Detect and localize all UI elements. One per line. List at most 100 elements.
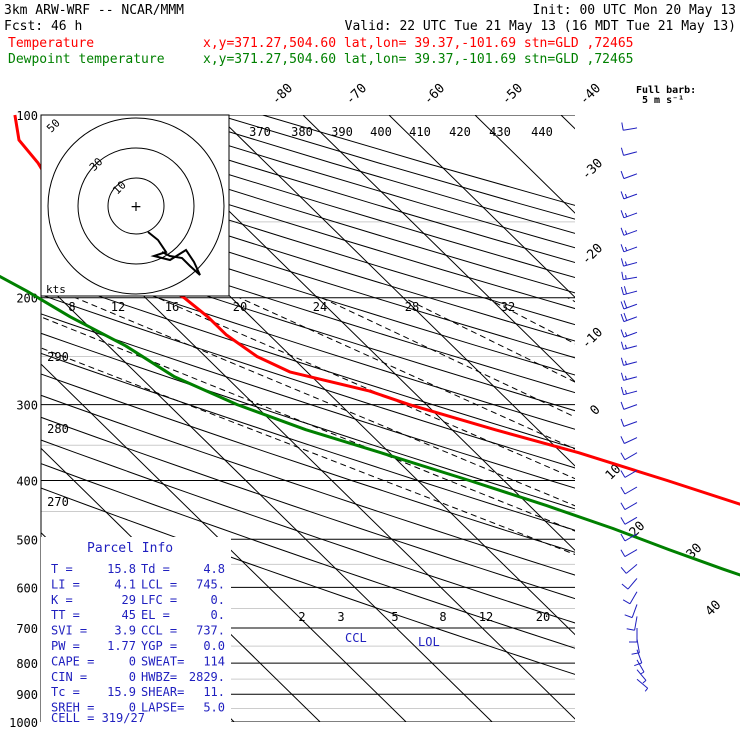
parcel-row-cell: 4.1 <box>114 577 136 591</box>
wind-barb-staff <box>624 437 638 444</box>
pressure-label-300: 300 <box>16 399 38 413</box>
theta-label-420: 420 <box>449 125 471 139</box>
wind-barb-staff <box>623 376 638 381</box>
wind-barb-flag <box>624 212 628 217</box>
wind-barb-flag <box>620 301 625 310</box>
lcl-marker: LOL <box>418 635 440 649</box>
wind-barb-staff <box>623 316 638 323</box>
wind-barb <box>620 452 638 461</box>
parcel-row-cell: 114 <box>203 654 225 668</box>
wind-barb-staff <box>629 591 638 605</box>
parcel-row-cell: 15.8 <box>107 562 136 576</box>
parcel-row-cell: 4.8 <box>203 562 225 576</box>
wind-barb <box>620 469 638 478</box>
wind-barb-flag <box>620 170 625 179</box>
isotherm <box>388 115 575 299</box>
wind-barb-staff <box>623 276 638 281</box>
speed-tick-8: 8 <box>68 300 75 314</box>
wind-barb <box>620 533 638 542</box>
wind-barb-staff <box>636 669 647 681</box>
wind-barb-staff <box>624 469 638 478</box>
pressure-label-900: 900 <box>16 688 38 702</box>
dry-adiabat <box>41 294 575 469</box>
wind-barb <box>636 669 647 684</box>
dry-adiabat <box>262 115 575 206</box>
hodograph: + 50 30 10 kts <box>40 114 230 297</box>
mixing-ratio-3: 3 <box>337 610 344 624</box>
isotherm-label: -80 <box>269 81 296 108</box>
wind-barb <box>620 147 638 156</box>
moist-adiabat <box>75 297 575 507</box>
parcel-row-cell: LCL = <box>141 577 177 591</box>
moist-adiabat <box>403 297 575 383</box>
wind-barb <box>620 286 638 296</box>
wind-barb-flag <box>624 230 628 235</box>
dewpoint-profile <box>0 274 740 577</box>
isotherm <box>474 115 575 214</box>
wind-barb-staff <box>623 151 638 156</box>
parcel-row-cell: 745. <box>196 577 225 591</box>
wind-barb-staff <box>625 564 638 574</box>
mixing-ratio-labels: 2 3 5 8 12 20 <box>298 610 550 624</box>
parcel-row-cell: SWEAT= <box>141 654 184 668</box>
theta-label-400: 400 <box>370 125 392 139</box>
parcel-row-cell: HWBZ= <box>141 670 177 684</box>
speed-tick-16: 16 <box>165 300 179 314</box>
wind-barb-flag <box>624 246 628 251</box>
wind-barb-flag <box>620 470 626 478</box>
wind-barb <box>620 486 638 495</box>
parcel-row-cell: Tc = <box>51 685 80 699</box>
wind-barb-flag <box>624 614 633 619</box>
theta-label-440: 440 <box>531 125 553 139</box>
dry-adiabat <box>41 240 575 412</box>
wind-barb-staff <box>623 193 638 200</box>
wind-barb-flag <box>624 332 628 337</box>
wind-barb-flag <box>620 517 626 525</box>
wind-barb-flag <box>644 687 649 692</box>
isotherm-label: -70 <box>343 81 370 108</box>
wind-barb <box>620 372 638 381</box>
wind-barb <box>620 516 638 525</box>
wind-barb-staff <box>623 421 638 427</box>
theta-label-430: 430 <box>489 125 511 139</box>
isotherm-label: -60 <box>421 81 448 108</box>
mixing-ratio-5: 5 <box>391 610 398 624</box>
parcel-row-cell: CCL = <box>141 624 177 638</box>
parcel-row-cell: 0.0 <box>203 639 225 653</box>
moist-adiabat <box>157 297 575 480</box>
wind-barb-staff <box>624 533 638 542</box>
wind-barb-flag <box>622 599 631 605</box>
wind-barb-staff <box>624 549 638 558</box>
wind-barb <box>636 659 645 675</box>
parcel-row-cell: 11. <box>203 685 225 699</box>
wind-barb <box>620 502 638 511</box>
temperature-station-info: x,y=371.27,504.60 lat,lon= 39.37,-101.69… <box>203 36 633 51</box>
temperature-legend: Temperature <box>8 36 94 51</box>
speed-tick-24: 24 <box>313 300 327 314</box>
theta-label-290: 290 <box>47 350 69 364</box>
parcel-row-cell: 1.77 <box>107 639 136 653</box>
isotherm <box>302 115 575 383</box>
moist-adiabat <box>485 297 575 345</box>
wind-barb <box>620 191 638 200</box>
wind-barb <box>620 258 638 267</box>
wind-barb-flag <box>620 549 626 557</box>
mixing-ratio-2: 2 <box>298 610 305 624</box>
wind-barb-staff <box>623 345 638 350</box>
hodograph-crosshair: + <box>130 199 142 215</box>
wind-barb-flag <box>642 680 647 684</box>
wind-barb-staff <box>624 486 638 495</box>
theta-label-410: 410 <box>409 125 431 139</box>
pressure-label-500: 500 <box>16 533 38 547</box>
wind-barb-staff <box>623 212 638 219</box>
hodograph-trace <box>147 231 201 276</box>
wind-barb-staff <box>623 361 638 366</box>
isotherm <box>41 279 493 722</box>
wind-barb-flag <box>620 227 625 236</box>
wind-barb <box>634 649 643 667</box>
parcel-row-cell: EL = <box>141 608 170 622</box>
wind-barb-staff <box>636 659 645 673</box>
isotherm-label: -40 <box>577 81 604 108</box>
speed-ticks: 8 12 16 20 24 28 32 <box>68 300 515 314</box>
